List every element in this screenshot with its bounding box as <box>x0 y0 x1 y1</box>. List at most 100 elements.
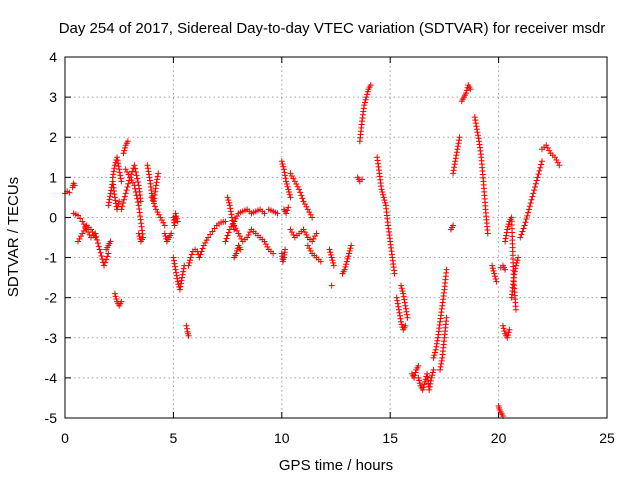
data-point-marker <box>307 247 314 254</box>
data-point-marker <box>89 229 96 236</box>
data-point-marker <box>90 231 97 238</box>
data-point-marker <box>512 306 519 313</box>
data-segment <box>148 194 168 229</box>
data-point-marker <box>303 231 310 238</box>
data-point-marker <box>432 349 439 356</box>
data-point-marker <box>105 199 112 206</box>
data-point-marker <box>223 235 230 242</box>
data-point-marker <box>118 206 125 213</box>
data-point-marker <box>554 159 561 166</box>
data-point-marker <box>536 167 543 174</box>
data-point-marker <box>111 165 118 172</box>
data-point-marker <box>533 177 540 184</box>
data-point-marker <box>170 257 177 264</box>
data-point-marker <box>127 174 134 181</box>
data-point-marker <box>475 132 482 139</box>
data-point-marker <box>177 280 184 287</box>
data-segment <box>278 246 289 265</box>
data-point-marker <box>294 183 301 190</box>
data-point-marker <box>297 189 304 196</box>
data-segment <box>120 138 131 157</box>
data-point-marker <box>452 158 459 165</box>
data-point-marker <box>120 200 127 207</box>
data-segment <box>447 222 457 233</box>
data-point-marker <box>154 209 161 216</box>
data-point-marker <box>345 253 352 260</box>
data-point-marker <box>224 232 231 239</box>
data-point-marker <box>472 117 479 124</box>
data-point-marker <box>225 197 232 204</box>
data-point-marker <box>144 165 151 172</box>
data-point-marker <box>502 266 509 273</box>
data-point-marker <box>281 169 288 176</box>
data-point-marker <box>317 258 324 265</box>
data-point-marker <box>285 186 292 193</box>
data-point-marker <box>526 203 533 210</box>
data-point-marker <box>346 247 353 254</box>
y-tick-label: -4 <box>45 370 58 386</box>
data-point-marker <box>411 372 418 379</box>
data-point-marker <box>499 322 506 329</box>
data-point-marker <box>227 208 234 215</box>
data-point-marker <box>306 245 313 252</box>
data-segment <box>450 134 463 177</box>
data-point-marker <box>426 386 433 393</box>
data-point-marker <box>134 175 141 182</box>
data-point-marker <box>282 172 289 179</box>
data-point-marker <box>279 160 286 167</box>
data-point-marker <box>430 366 437 373</box>
data-point-marker <box>129 179 136 186</box>
data-point-marker <box>113 296 120 303</box>
data-point-marker <box>132 168 139 175</box>
data-point-marker <box>363 94 370 101</box>
data-point-marker <box>438 360 445 367</box>
data-segment <box>408 362 422 381</box>
data-segment <box>105 178 123 213</box>
data-point-marker <box>402 302 409 309</box>
data-point-marker <box>502 235 509 242</box>
data-point-marker <box>179 274 186 281</box>
data-point-marker <box>537 164 544 171</box>
data-point-marker <box>400 293 407 300</box>
data-point-marker <box>185 262 192 269</box>
data-point-marker <box>171 260 178 267</box>
data-point-marker <box>149 197 156 204</box>
data-point-marker <box>532 183 539 190</box>
data-point-marker <box>270 250 277 257</box>
data-point-marker <box>155 211 162 218</box>
data-point-marker <box>402 305 409 312</box>
data-point-marker <box>77 215 84 222</box>
data-point-marker <box>116 166 123 173</box>
data-point-marker <box>199 245 206 252</box>
x-axis-label: GPS time / hours <box>279 457 393 474</box>
data-segment <box>374 154 398 277</box>
y-axis-label: SDTVAR / TECUs <box>5 177 22 297</box>
data-segment <box>499 322 513 341</box>
data-point-marker <box>330 259 337 266</box>
data-point-marker <box>71 182 78 189</box>
data-point-marker <box>475 135 482 142</box>
data-point-marker <box>148 194 155 201</box>
data-segment <box>69 180 78 191</box>
data-point-marker <box>75 212 82 219</box>
data-segment <box>354 174 366 185</box>
data-point-marker <box>393 294 400 301</box>
data-point-marker <box>456 134 463 141</box>
data-point-marker <box>157 214 164 221</box>
data-point-marker <box>530 190 537 197</box>
data-segment <box>489 262 500 285</box>
data-point-marker <box>188 251 195 258</box>
data-point-marker <box>510 274 517 281</box>
data-point-marker <box>506 326 513 333</box>
data-point-marker <box>261 238 268 245</box>
data-point-marker <box>415 362 422 369</box>
data-point-marker <box>282 175 289 182</box>
data-segment <box>471 114 491 237</box>
data-point-marker <box>226 226 233 233</box>
data-point-marker <box>124 183 131 190</box>
data-point-marker <box>76 235 83 242</box>
y-tick-label: 0 <box>49 209 57 225</box>
data-point-marker <box>293 181 300 188</box>
data-point-marker <box>484 230 491 237</box>
data-point-marker <box>416 377 423 384</box>
